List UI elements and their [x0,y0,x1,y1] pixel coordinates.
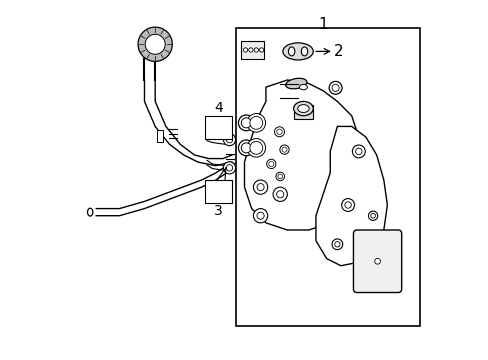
Circle shape [367,211,377,220]
Circle shape [223,134,235,146]
Bar [235,28,419,327]
Ellipse shape [288,47,294,56]
Circle shape [328,81,341,94]
Text: 2: 2 [334,44,343,59]
Circle shape [246,139,265,157]
Circle shape [138,27,172,62]
Circle shape [241,118,251,128]
Circle shape [276,191,283,198]
Circle shape [259,48,263,52]
Circle shape [253,208,267,223]
Bar [241,41,264,59]
Circle shape [334,242,339,247]
Ellipse shape [285,78,306,89]
Circle shape [253,180,267,194]
Ellipse shape [297,105,308,112]
Ellipse shape [283,43,313,60]
Circle shape [355,148,361,155]
FancyBboxPatch shape [353,230,401,293]
Ellipse shape [299,85,307,90]
Circle shape [282,147,286,152]
Circle shape [257,184,264,191]
Circle shape [279,145,288,154]
Text: 1: 1 [318,17,327,32]
Text: 4: 4 [214,101,223,115]
Circle shape [331,84,339,91]
Polygon shape [315,126,386,266]
Circle shape [241,143,251,153]
Circle shape [266,159,275,168]
Polygon shape [244,80,358,230]
Circle shape [246,113,265,132]
Circle shape [352,145,365,158]
Bar [205,180,231,203]
Circle shape [243,48,247,52]
Circle shape [257,212,264,219]
Ellipse shape [87,208,93,216]
Bar [293,105,312,119]
Circle shape [223,162,235,174]
Circle shape [226,136,232,143]
Text: 3: 3 [214,204,223,218]
Circle shape [272,187,287,202]
Ellipse shape [301,47,307,56]
Circle shape [238,115,254,131]
Circle shape [277,174,282,179]
Circle shape [254,48,258,52]
Circle shape [331,239,342,249]
Circle shape [275,172,284,181]
Circle shape [238,140,254,156]
Circle shape [276,129,282,135]
Circle shape [341,199,354,211]
Circle shape [249,141,262,154]
Bar [157,130,163,143]
Circle shape [374,258,380,264]
Circle shape [145,34,165,54]
Circle shape [274,127,284,137]
Circle shape [344,202,350,208]
Circle shape [249,116,262,129]
Circle shape [226,165,232,171]
Circle shape [370,213,375,218]
Ellipse shape [293,102,313,116]
Circle shape [248,48,253,52]
Circle shape [268,161,273,166]
Bar [205,116,231,139]
